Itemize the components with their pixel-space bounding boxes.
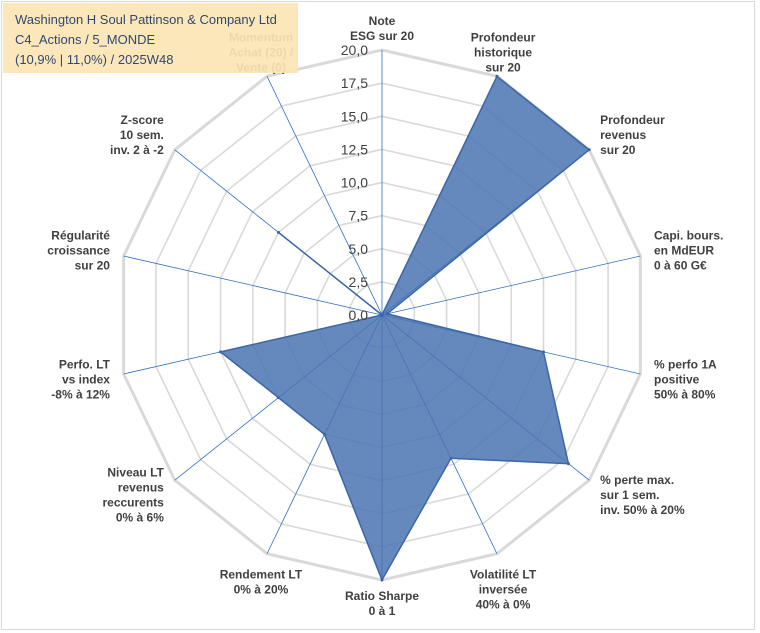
axis-label: % perfo 1A positive 50% à 80% [654, 357, 717, 401]
chart-title-line3: (10,9% | 11,0%) / 2025W48 [15, 52, 174, 67]
tick-label: 17,5 [341, 75, 368, 91]
tick-label: 2,5 [349, 274, 369, 290]
radar-series-area [218, 75, 591, 582]
axis-label: Perfo. LT vs index -8% à 12% [51, 357, 110, 401]
radar-point [385, 312, 389, 316]
axis-label: Profondeur historique sur 20 [471, 31, 536, 75]
tick-label: 15,0 [341, 108, 368, 124]
radar-point [276, 396, 280, 400]
radar-point [380, 313, 384, 317]
chart-title-box: Washington H Soul Pattinson & Company Lt… [3, 3, 298, 73]
radar-point [219, 350, 223, 354]
tick-label: 5,0 [349, 241, 369, 257]
axis-label: Profondeur revenus sur 20 [600, 113, 665, 157]
tick-label: 7,5 [349, 208, 369, 224]
chart-title-line1: Washington H Soul Pattinson & Company Lt… [15, 12, 277, 27]
radar-tick-labels: 0,0 2,5 5,0 7,5 10,0 12,5 15,0 17,5 20,0 [341, 42, 368, 323]
chart-title-line2: C4_Actions / 5_MONDE [15, 32, 156, 47]
radar-point [323, 432, 327, 436]
radar-series [218, 74, 591, 582]
tick-label: 20,0 [341, 42, 368, 58]
radar-point [587, 148, 591, 152]
tick-label: 10,0 [341, 175, 368, 191]
radar-spoke [266, 76, 383, 316]
axis-label: % perte max. sur 1 sem. inv. 50% à 20% [600, 473, 685, 517]
radar-point [566, 462, 570, 466]
radar-point [380, 578, 384, 582]
radar-point [541, 350, 545, 354]
tick-label: 12,5 [341, 141, 368, 157]
axis-label: Rendement LT 0% à 20% [220, 567, 303, 596]
axis-label: Ratio Sharpe 0 à 1 [345, 589, 419, 618]
axis-label: Z-score 10 sem. inv. 2 à -2 [110, 113, 164, 157]
axis-label: Note ESG sur 20 [350, 14, 414, 43]
radar-spoke [381, 255, 641, 316]
radar-spoke [123, 255, 383, 316]
axis-label: Niveau LT revenus reccurents 0% à 6% [102, 466, 164, 525]
radar-point [276, 230, 280, 234]
radar-point [495, 74, 499, 78]
axis-label: Régularité croissance sur 20 [47, 229, 110, 273]
axis-label: Volatilité LT inversée 40% à 0% [470, 567, 537, 611]
tick-label: 0,0 [349, 307, 369, 323]
radar-point [449, 456, 453, 460]
axis-label: Capi. bours. en MdEUR 0 à 60 G€ [654, 229, 723, 273]
